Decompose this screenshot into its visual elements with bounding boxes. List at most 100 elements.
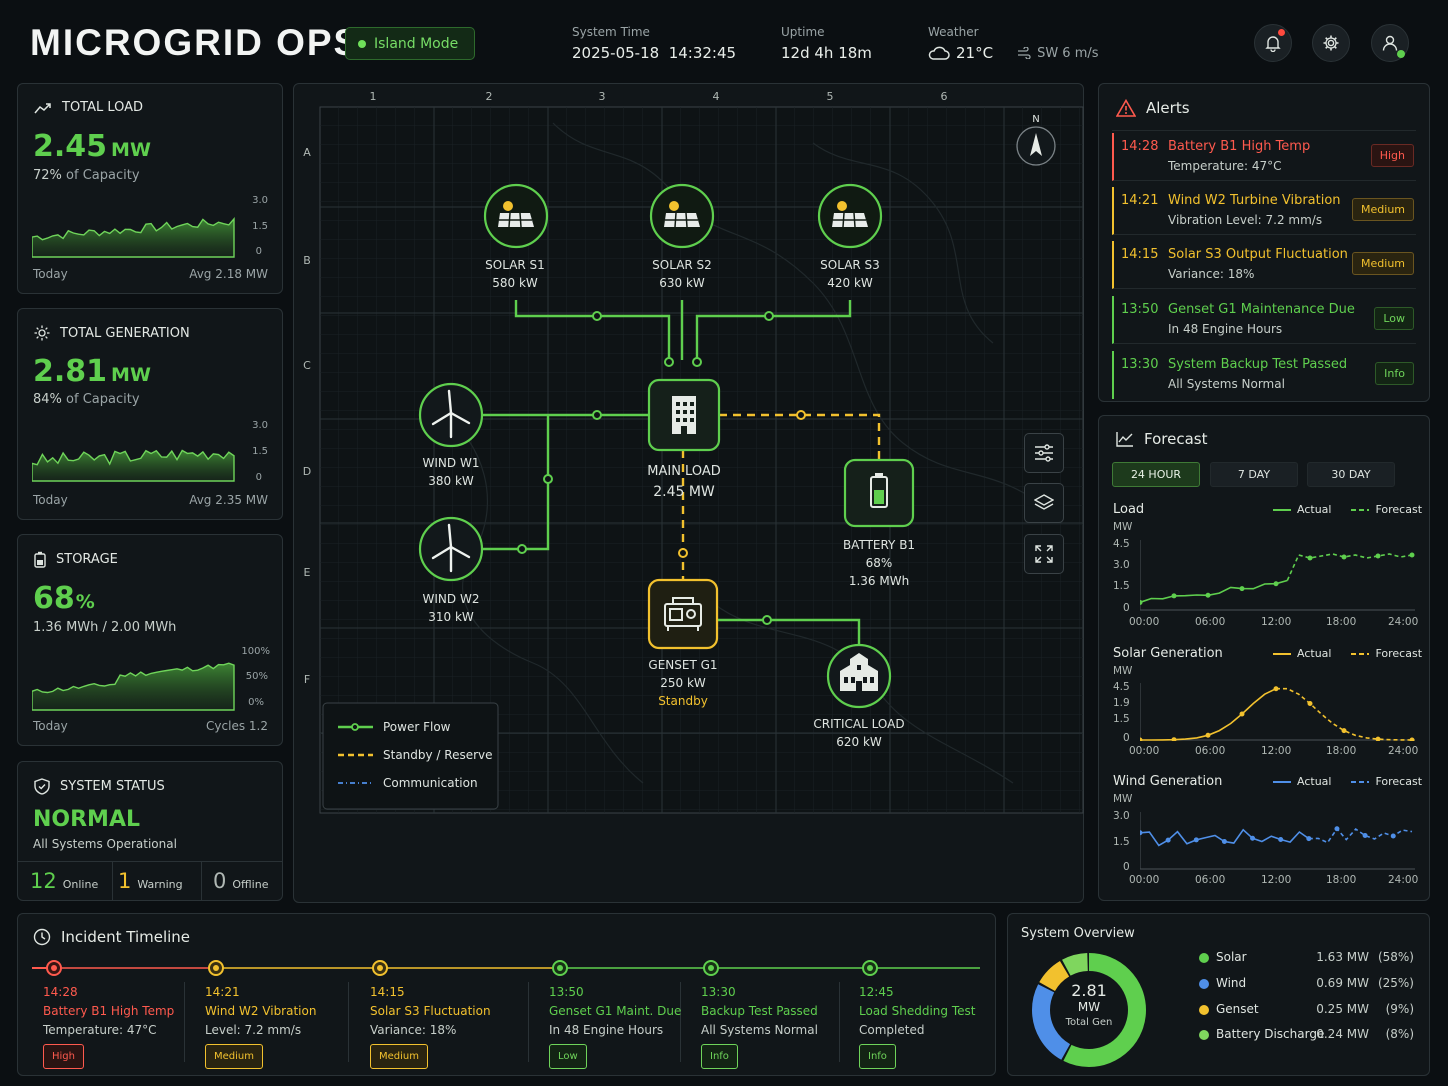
timeline-time: 12:45 — [859, 985, 894, 999]
timeline-item[interactable]: 13:50 Genset G1 Maint. Due In 48 Engine Ho… — [549, 983, 681, 1069]
divider — [1112, 130, 1416, 131]
map-row-label: C — [303, 359, 311, 372]
load-tick-max: 3.0 — [252, 195, 268, 206]
solar-xtick: 24:00 — [1388, 745, 1419, 757]
solar-s1-node[interactable] — [483, 183, 549, 249]
wind-xtick: 18:00 — [1326, 874, 1357, 886]
tab-7-day[interactable]: 7 DAY — [1210, 462, 1298, 487]
timeline-item[interactable]: 14:21 Wind W2 Vibration Level: 7.2 mm/s Med… — [205, 983, 316, 1069]
tab-30-day[interactable]: 30 DAY — [1307, 462, 1395, 487]
wind-legend: Actual Forecast — [1273, 775, 1422, 788]
divider — [680, 982, 681, 1062]
legend-actual-swatch — [1273, 508, 1291, 511]
solar-s3-node[interactable] — [817, 183, 883, 249]
system-status-card[interactable]: SYSTEM STATUS NORMAL All Systems Operati… — [17, 761, 283, 901]
chart-point — [1341, 728, 1347, 734]
battery-icon — [870, 473, 888, 508]
main-load-node[interactable] — [647, 378, 721, 452]
timeline-item[interactable]: 12:45 Load Shedding Test Completed Info — [859, 983, 975, 1069]
forecast-header: Forecast — [1116, 430, 1207, 448]
storage-tick-max: 100% — [241, 646, 270, 657]
wind-xtick: 12:00 — [1261, 874, 1292, 886]
gen-sparkline — [32, 449, 235, 482]
solar-s3-label: SOLAR S3 420 kW — [780, 256, 920, 292]
solar-s2-node[interactable] — [649, 183, 715, 249]
timeline-marker — [208, 960, 224, 976]
node-name: GENSET G1 — [648, 658, 718, 672]
node-name: BATTERY B1 — [842, 538, 916, 552]
grid-map[interactable]: 1 2 3 4 5 6 A B C D E F N — [293, 83, 1084, 903]
node-value-2: 1.36 MWh — [848, 574, 910, 588]
gen-foot-left: Today — [33, 493, 68, 507]
alert-item[interactable]: 13:30 System Backup Test Passed All Syst… — [1112, 351, 1416, 399]
map-axis-labels: 1 2 3 4 5 6 A B C D E F — [303, 90, 948, 686]
wind-ytick: 3.0 — [1113, 810, 1130, 822]
alert-detail: In 48 Engine Hours — [1168, 322, 1283, 336]
critical-load-node[interactable] — [826, 643, 892, 709]
load-cap-label: of Capacity — [66, 168, 140, 183]
timeline-detail: Variance: 18% — [370, 1023, 457, 1037]
gen-unit: MW — [111, 364, 151, 386]
map-filter-button[interactable] — [1024, 433, 1064, 473]
severity-badge: Medium — [1352, 198, 1414, 221]
solar-panel-icon — [832, 201, 868, 228]
chart-point — [1273, 581, 1279, 587]
timeline-item[interactable]: 14:15 Solar S3 Fluctuation Variance: 18% Me… — [370, 983, 491, 1069]
legend-actual: Actual — [1297, 647, 1332, 660]
severity-badge: Medium — [1352, 252, 1414, 275]
alert-item[interactable]: 13:50 Genset G1 Maintenance Due In 48 En… — [1112, 296, 1416, 344]
chart-point — [1307, 555, 1313, 561]
timeline-item[interactable]: 13:30 Backup Test Passed All Systems Norma… — [701, 983, 818, 1069]
battery-icon — [34, 551, 46, 568]
donut-value: 2.81 — [1071, 981, 1107, 1000]
timeline-item[interactable]: 14:28 Battery B1 High Temp Temperature: 47… — [43, 983, 174, 1069]
alert-item[interactable]: 14:28 Battery B1 High Temp Temperature: … — [1112, 133, 1416, 181]
node-name: WIND W1 — [422, 456, 480, 470]
load-ytick: 3.0 — [1113, 559, 1130, 571]
legend-actual: Actual — [1297, 775, 1332, 788]
main-load-label: MAIN LOAD 2.45 MW — [614, 462, 754, 502]
alert-item[interactable]: 14:15 Solar S3 Output Fluctuation Varian… — [1112, 241, 1416, 289]
mode-label: Island Mode — [374, 35, 459, 52]
total-load-card[interactable]: TOTAL LOAD 2.45 MW 72% of Capacity 3.0 1.… — [17, 83, 283, 294]
timeline-time: 14:21 — [205, 985, 240, 999]
alert-item[interactable]: 14:21 Wind W2 Turbine Vibration Vibratio… — [1112, 187, 1416, 235]
online-dot — [1397, 50, 1405, 58]
solar-ytick: 4.5 — [1113, 681, 1130, 693]
settings-button[interactable] — [1312, 24, 1350, 62]
solar-ytick: 1.5 — [1113, 713, 1130, 725]
north-label: N — [1032, 114, 1039, 125]
tab-24-hour[interactable]: 24 HOUR — [1112, 462, 1200, 487]
compass-icon: N — [1016, 114, 1056, 166]
battery-b1-node[interactable] — [843, 458, 915, 528]
donut-slice-solar — [1032, 953, 1146, 1067]
status-value: NORMAL — [33, 807, 140, 832]
user-profile-button[interactable] — [1371, 24, 1409, 62]
sun-icon — [34, 325, 50, 341]
map-col-label: 5 — [827, 90, 834, 103]
wind-w2-node[interactable] — [418, 516, 484, 582]
chart-point — [1205, 592, 1211, 598]
timeline-event: Backup Test Passed — [701, 1004, 818, 1018]
load-chart-title: Load — [1113, 502, 1145, 517]
notifications-button[interactable] — [1254, 24, 1292, 62]
status-sub: All Systems Operational — [33, 837, 177, 851]
node-name: WIND W2 — [422, 592, 480, 606]
source-value: 1.63 MW — [1316, 950, 1369, 964]
map-fullscreen-button[interactable] — [1024, 534, 1064, 574]
total-generation-card[interactable]: TOTAL GENERATION 2.81 MW 84% of Capacity … — [17, 308, 283, 520]
island-mode-badge[interactable]: Island Mode — [345, 27, 475, 60]
chart-point — [1341, 554, 1347, 560]
map-layers-button[interactable] — [1024, 483, 1064, 523]
genset-g1-node[interactable] — [647, 578, 719, 650]
wind-w1-node[interactable] — [418, 382, 484, 448]
load-tick-mid: 1.5 — [252, 221, 268, 232]
chart-point — [1409, 552, 1415, 558]
timeline-marker — [552, 960, 568, 976]
chart-point — [1409, 737, 1415, 741]
legend-actual-swatch — [1273, 652, 1291, 655]
storage-card[interactable]: STORAGE 68% 1.36 MWh / 2.00 MWh 100% 50%… — [17, 534, 283, 746]
chart-point — [1273, 686, 1279, 692]
donut-unit: MW — [1077, 1000, 1101, 1014]
load-chart-unit: MW — [1113, 521, 1133, 533]
